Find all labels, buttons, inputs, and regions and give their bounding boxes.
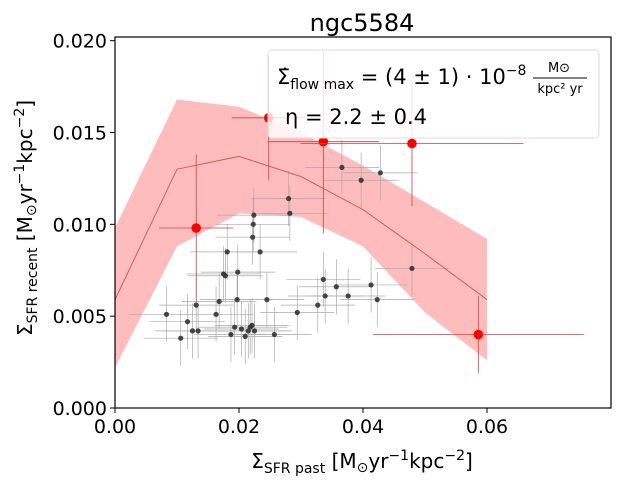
raw-point [320, 276, 326, 283]
raw-point [339, 164, 345, 171]
raw-point [228, 331, 234, 338]
raw-point [374, 297, 380, 303]
y-tick-label: 0.015 [53, 123, 107, 145]
raw-point [250, 234, 256, 240]
raw-point [222, 273, 228, 279]
raw-point [224, 249, 230, 255]
raw-point [189, 328, 196, 334]
x-axis-label: ΣSFR past [M⊙yr−1kpc−2] [251, 448, 473, 477]
confidence-band [115, 99, 487, 368]
y-axis-ticks: 0.000 0.005 0.010 0.015 0.020 [53, 31, 115, 420]
raw-point [409, 265, 415, 272]
raw-point [264, 297, 270, 303]
raw-point [163, 311, 170, 317]
y-tick-label: 0.000 [53, 398, 107, 420]
x-axis-ticks: 0.00 0.02 0.04 0.06 [94, 408, 508, 438]
annotation-background [267, 49, 600, 139]
raw-point [184, 319, 191, 325]
raw-point [235, 269, 241, 275]
binned-point [473, 329, 484, 340]
raw-point [315, 302, 321, 308]
median-line [114, 155, 488, 301]
raw-point [251, 328, 258, 334]
plot-area [114, 49, 584, 374]
annotation-fraction-numerator: M⊙ [548, 61, 570, 76]
raw-point [250, 221, 256, 227]
y-axis-label: ΣSFR recent [M⊙yr−1kpc−2] [12, 100, 41, 336]
chart-title: ngc5584 [310, 9, 415, 37]
raw-point [345, 293, 351, 299]
y-tick-label: 0.020 [53, 31, 107, 53]
x-tick-label: 0.02 [218, 416, 260, 438]
y-tick-label: 0.010 [53, 214, 107, 236]
y-tick-label: 0.005 [53, 306, 107, 328]
raw-point [358, 177, 364, 183]
raw-point [322, 293, 328, 299]
raw-point [234, 297, 240, 303]
raw-point [287, 210, 293, 216]
binned-point [407, 138, 417, 149]
raw-point [249, 322, 255, 328]
raw-point [294, 309, 300, 316]
binned-point [318, 136, 329, 147]
x-tick-label: 0.04 [342, 416, 384, 438]
annotation-eta: η = 2.2 ± 0.4 [285, 105, 427, 129]
raw-point [193, 302, 199, 308]
annotation-fraction-denominator: kpc² yr [537, 82, 583, 97]
annotation-flow-rate: Σ̇flow max = (4 ± 1) · 10−8 [277, 63, 526, 93]
annotation-box: Σ̇flow max = (4 ± 1) · 10−8 M⊙ kpc² yr η… [267, 49, 600, 139]
x-tick-label: 0.00 [94, 416, 136, 438]
raw-point [195, 328, 201, 334]
raw-point [257, 249, 263, 255]
raw-point [368, 282, 374, 288]
raw-point [242, 333, 248, 339]
raw-point [213, 311, 219, 317]
raw-point [271, 331, 277, 338]
raw-point [238, 326, 245, 332]
raw-point [216, 298, 222, 305]
raw-point [333, 284, 339, 290]
raw-point [377, 170, 383, 176]
raw-point [286, 196, 292, 202]
binned-point [191, 223, 202, 233]
x-tick-label: 0.06 [466, 416, 508, 438]
raw-point [178, 335, 184, 341]
raw-point [232, 324, 238, 330]
raw-point [251, 212, 257, 218]
